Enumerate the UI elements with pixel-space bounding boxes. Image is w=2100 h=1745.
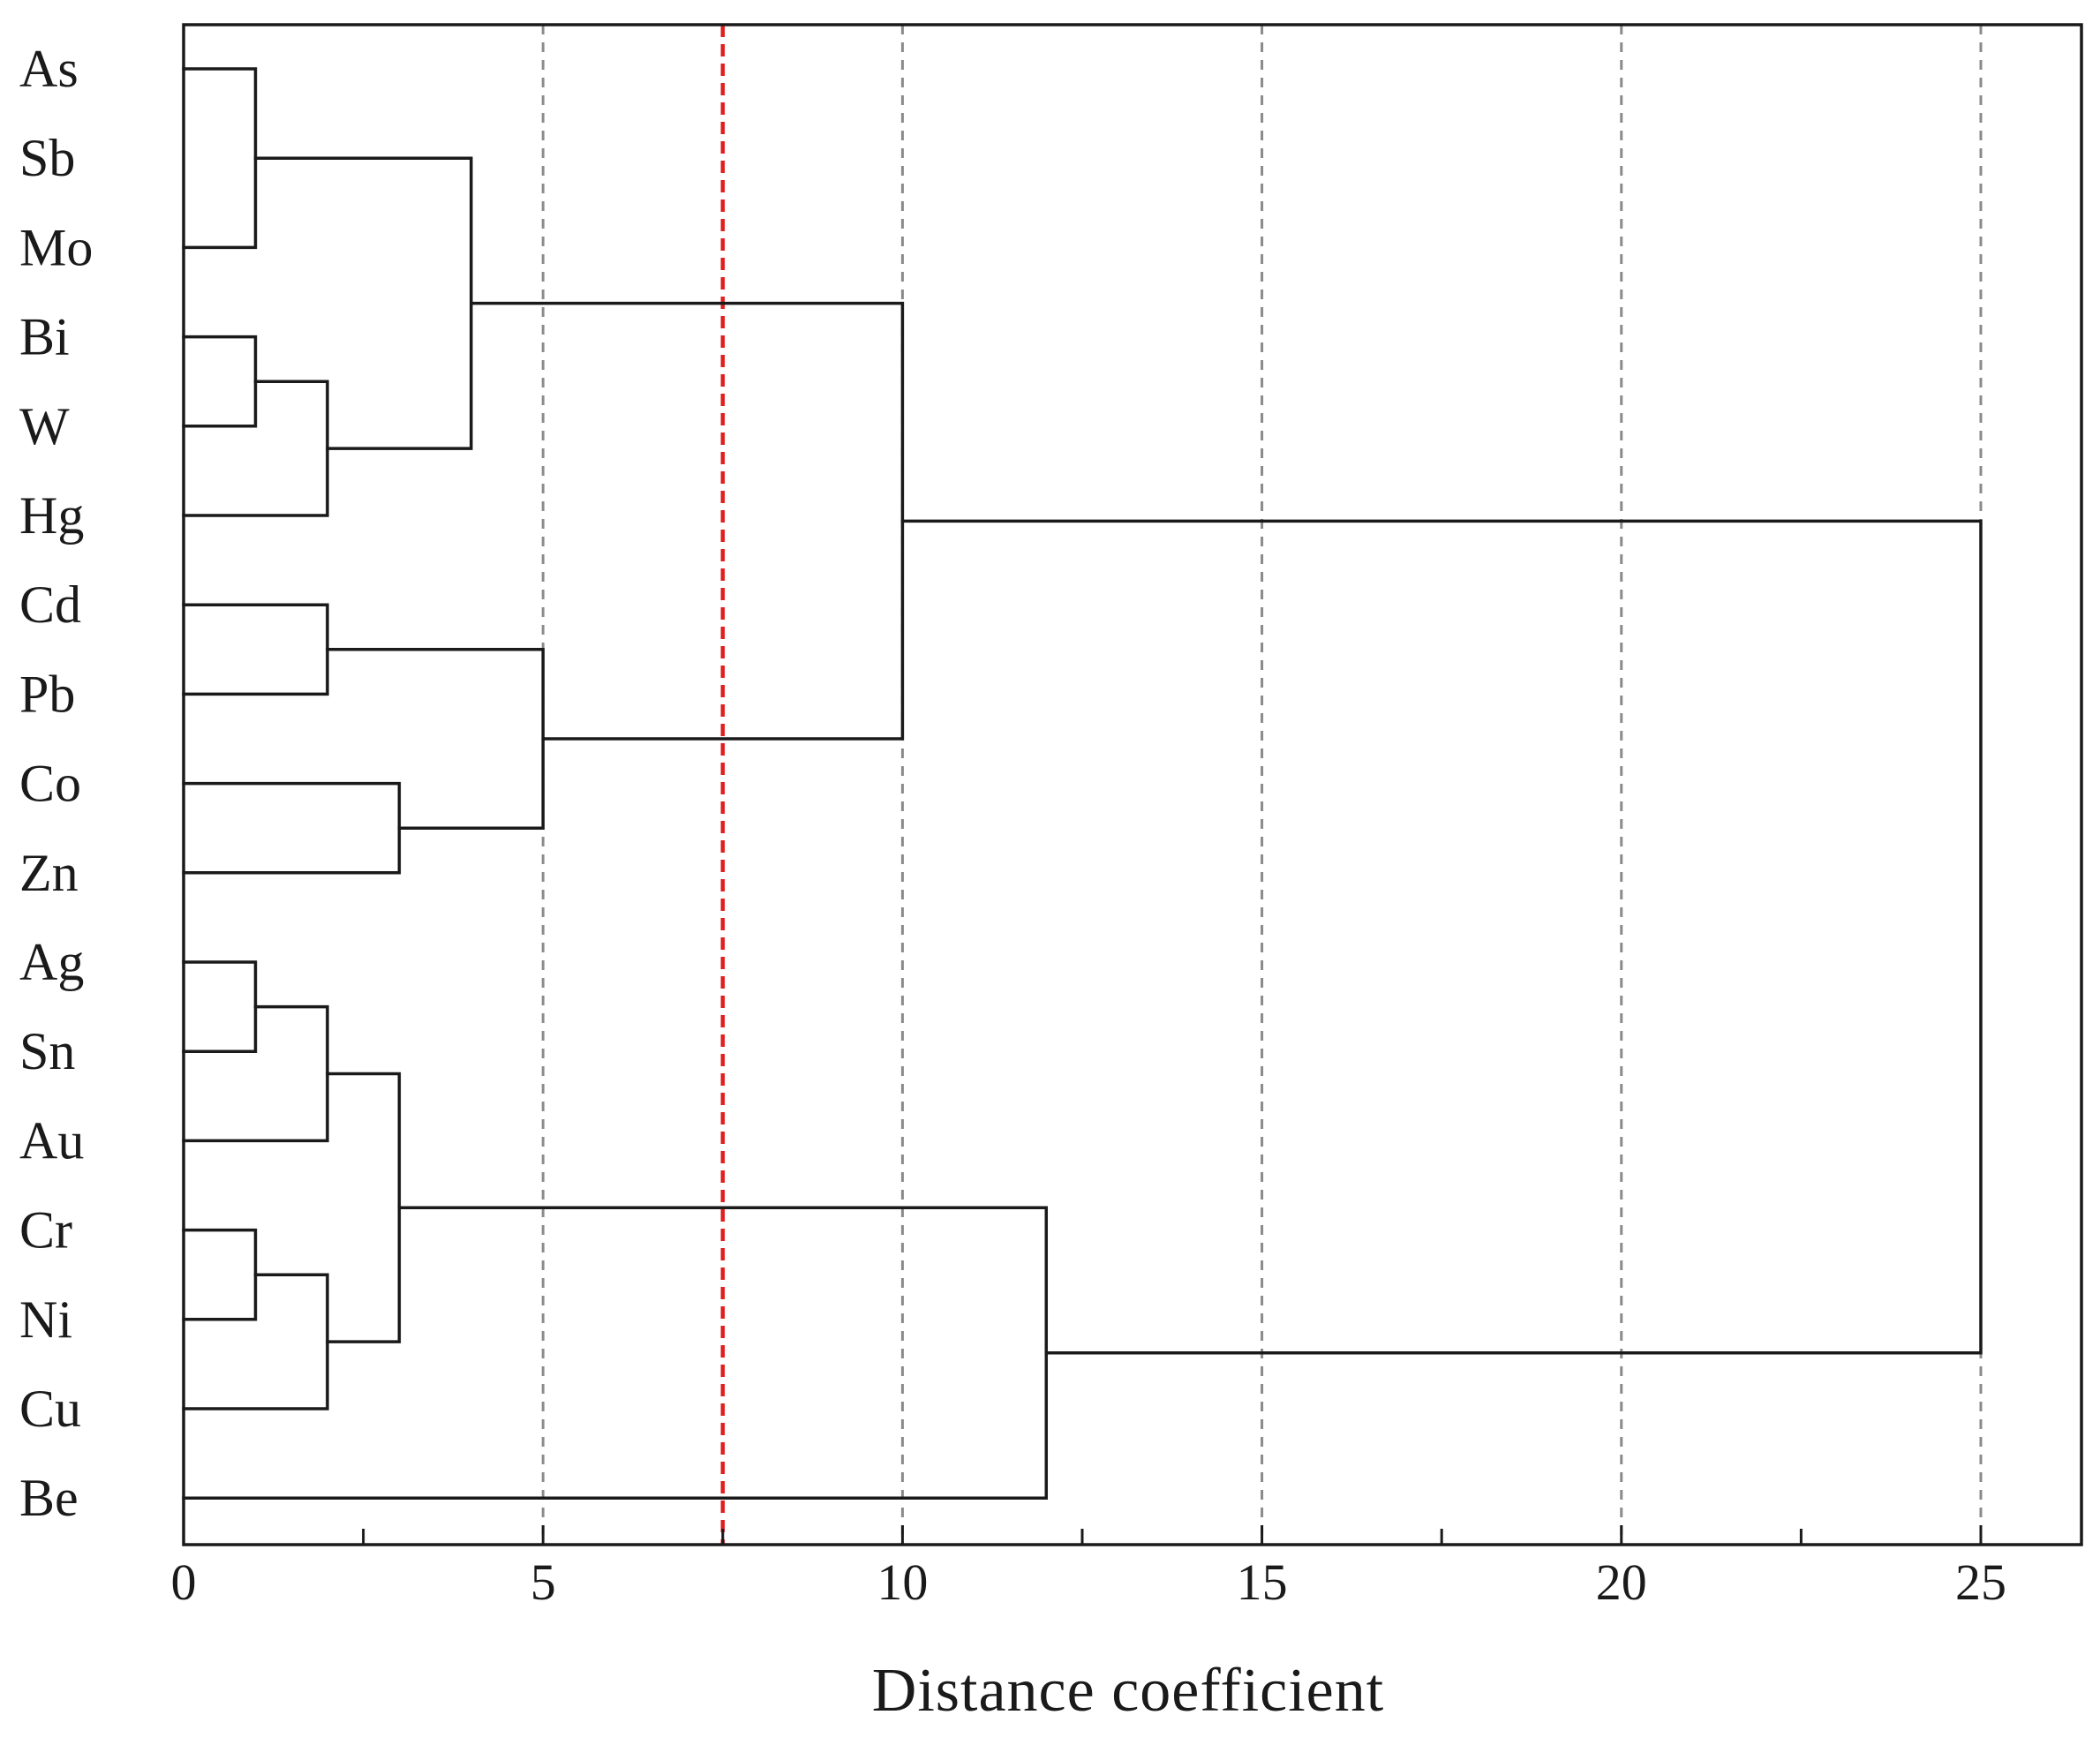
link-as-hg-cd-zn bbox=[470, 301, 905, 741]
leaf-label-pb: Pb bbox=[19, 665, 75, 723]
link-bi-w bbox=[182, 335, 258, 428]
grid-lines bbox=[541, 25, 1983, 1545]
link-as-mo bbox=[182, 67, 258, 250]
leaf-label-au: Au bbox=[19, 1111, 84, 1170]
leaf-label-ni: Ni bbox=[19, 1290, 72, 1349]
leaf-label-sb: Sb bbox=[19, 129, 75, 187]
leaf-label-sn: Sn bbox=[19, 1022, 75, 1080]
leaf-label-zn: Zn bbox=[19, 844, 79, 902]
link-as-mo-bi-w-hg bbox=[253, 156, 473, 450]
leaf-label-as: As bbox=[19, 40, 79, 98]
leaf-label-cr: Cr bbox=[19, 1201, 72, 1260]
tick-label-15: 15 bbox=[1237, 1553, 1288, 1611]
leaf-label-cd: Cd bbox=[19, 575, 81, 634]
leaf-label-w: W bbox=[19, 397, 70, 455]
leaf-label-co: Co bbox=[19, 755, 81, 813]
link-as-zn-ag-be bbox=[900, 519, 1983, 1355]
leaf-label-bi: Bi bbox=[19, 308, 70, 366]
leaf-label-cu: Cu bbox=[19, 1380, 81, 1438]
link-ag-cu-be bbox=[182, 1206, 1049, 1500]
link-cd-pb-co-zn bbox=[326, 648, 545, 830]
leaf-label-be: Be bbox=[19, 1469, 79, 1527]
tick-label-10: 10 bbox=[877, 1553, 928, 1611]
tick-label-5: 5 bbox=[531, 1553, 556, 1611]
link-ag-sn bbox=[182, 960, 258, 1053]
dendrogram-links bbox=[182, 67, 1983, 1500]
leaf-label-ag: Ag bbox=[19, 933, 84, 991]
leaf-label-mo: Mo bbox=[19, 218, 93, 276]
tick-label-25: 25 bbox=[1955, 1553, 2006, 1611]
link-co-zn bbox=[182, 781, 402, 875]
link-ag-sn-au-cr-ni-cu bbox=[326, 1072, 402, 1343]
link-cd-pb bbox=[182, 603, 329, 696]
link-cr-ni bbox=[182, 1228, 258, 1321]
x-axis-title: Distance coefficient bbox=[872, 1657, 1384, 1725]
plot-frame bbox=[182, 23, 2083, 1546]
leaf-label-hg: Hg bbox=[19, 486, 84, 545]
x-axis-ticks: 0 5 10 15 20 25 bbox=[171, 1525, 2006, 1611]
tick-label-20: 20 bbox=[1596, 1553, 1647, 1611]
tick-label-0: 0 bbox=[171, 1553, 197, 1611]
leaf-labels: As Sb Mo Bi W Hg Cd Pb Co Zn Ag Sn Au Cr Ni Cu Be bbox=[19, 40, 93, 1527]
